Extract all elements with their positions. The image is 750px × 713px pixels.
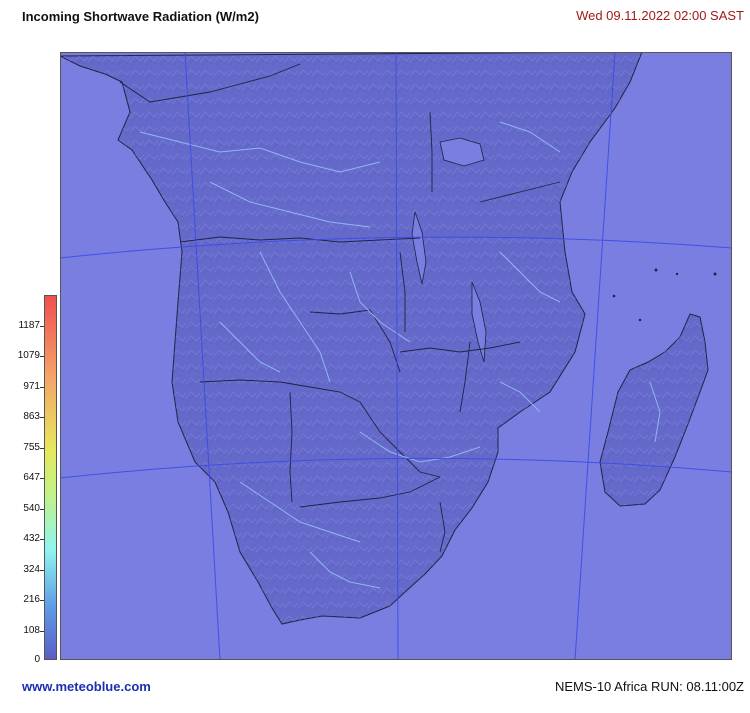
lake-malawi (471, 281, 487, 363)
scale-tick-label: 863 (23, 411, 40, 422)
model-run-info: NEMS-10 Africa RUN: 08.11:00Z (554, 679, 744, 694)
scale-tick-label: 108 (23, 625, 40, 636)
rivers (139, 121, 661, 589)
scale-tick-label: 755 (23, 442, 40, 453)
scale-tick-label: 216 (23, 594, 40, 605)
scale-tick-label: 324 (23, 564, 40, 575)
island (638, 318, 642, 322)
scale-tick-label: 432 (23, 533, 40, 544)
scale-tick-label: 540 (23, 503, 40, 514)
lake-victoria (439, 137, 485, 167)
valid-datetime: Wed 09.11.2022 02:00 SAST (576, 8, 744, 23)
island (713, 272, 717, 276)
lat-lon-grid (60, 52, 732, 660)
scale-tick-label: 1079 (17, 350, 40, 361)
island (612, 294, 616, 298)
island (675, 272, 679, 276)
scale-tick-label: 971 (23, 381, 40, 392)
scale-tick-label: 647 (23, 472, 40, 483)
scale-tick-label: 1187 (18, 320, 40, 331)
source-link[interactable]: www.meteoblue.com (22, 679, 151, 694)
lake-tanganyika (411, 211, 427, 285)
country-borders (119, 63, 561, 553)
radiation-map (60, 52, 732, 660)
scale-tick-label: 0 (34, 654, 40, 665)
color-scale-bar (44, 295, 57, 660)
island (654, 268, 658, 272)
map-title: Incoming Shortwave Radiation (W/m2) (22, 9, 259, 24)
